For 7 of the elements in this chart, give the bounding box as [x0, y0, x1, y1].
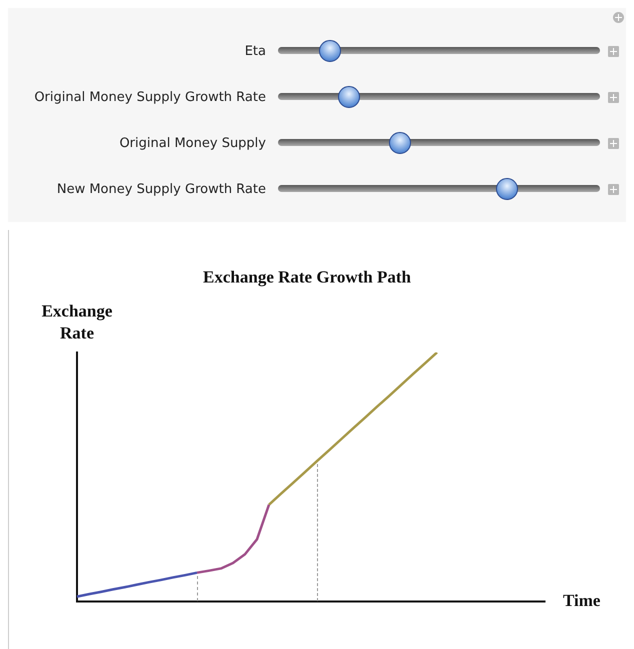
chart-title: Exchange Rate Growth Path [203, 268, 412, 287]
text: Eta [244, 44, 267, 58]
x-axis-title: Time [563, 590, 601, 610]
text: Original Money Supply [118, 136, 267, 150]
text: New Money Supply Growth Rate [56, 182, 267, 196]
text: Original Money Supply Growth Rate [33, 90, 267, 104]
y-axis-title: Exchange Rate [42, 301, 113, 342]
